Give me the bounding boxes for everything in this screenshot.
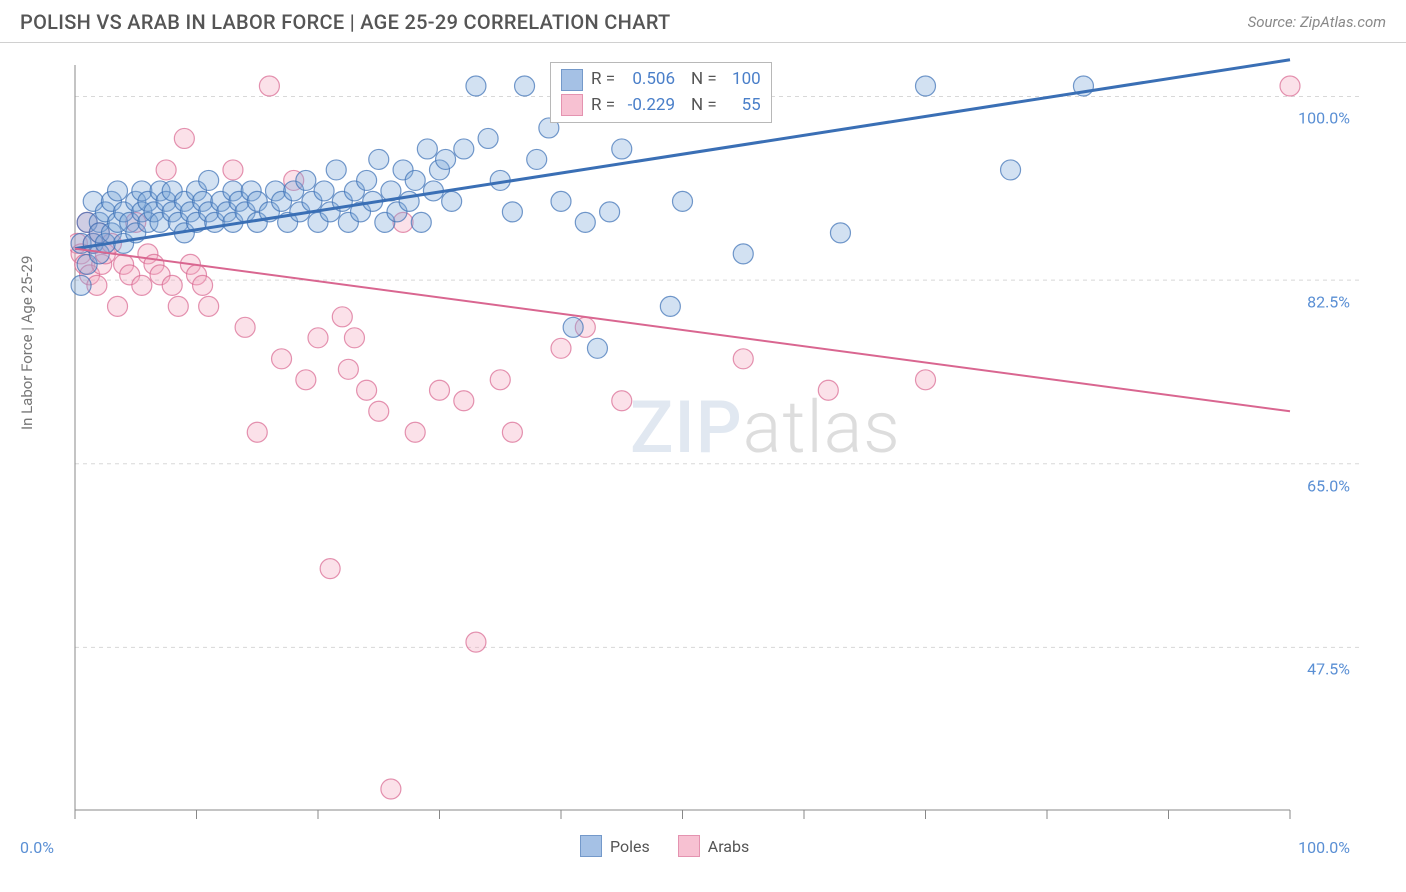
chart-svg [70, 55, 1380, 825]
chart-source: Source: ZipAtlas.com [1248, 13, 1386, 31]
plot-area: ZIPatlas R = 0.506 N = 100 R = -0.229 N … [70, 55, 1380, 825]
x-tick-max: 100.0% [1298, 838, 1350, 857]
stats-row-arabs: R = -0.229 N = 55 [561, 93, 761, 119]
y-tick-label: 82.5% [1307, 293, 1350, 312]
y-tick-label: 47.5% [1307, 660, 1350, 679]
arabs-legend-swatch-icon [678, 835, 700, 857]
chart-header: POLISH VS ARAB IN LABOR FORCE | AGE 25-2… [0, 0, 1406, 43]
y-axis-label: In Labor Force | Age 25-29 [18, 256, 36, 430]
poles-legend-swatch-icon [580, 835, 602, 857]
legend-item-poles: Poles [580, 835, 650, 857]
chart-title: POLISH VS ARAB IN LABOR FORCE | AGE 25-2… [20, 10, 671, 34]
correlation-stats-box: R = 0.506 N = 100 R = -0.229 N = 55 [550, 62, 772, 123]
y-tick-label: 65.0% [1307, 476, 1350, 495]
poles-swatch-icon [561, 69, 583, 91]
x-tick-min: 0.0% [20, 838, 54, 857]
legend-item-arabs: Arabs [678, 835, 750, 857]
y-tick-label: 100.0% [1298, 109, 1350, 128]
legend: Poles Arabs [580, 835, 749, 857]
stats-row-poles: R = 0.506 N = 100 [561, 67, 761, 93]
arabs-swatch-icon [561, 94, 583, 116]
